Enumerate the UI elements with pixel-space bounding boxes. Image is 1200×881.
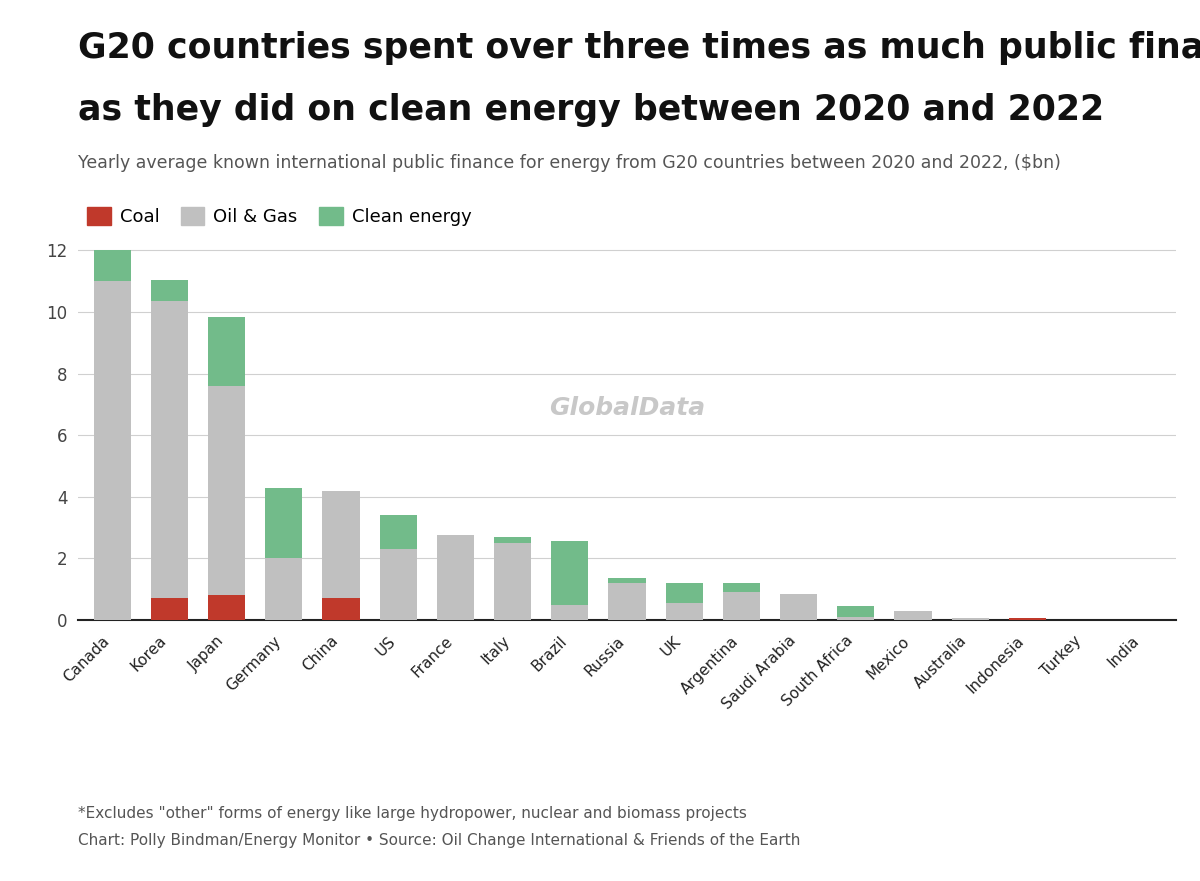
Bar bbox=[1009, 618, 1046, 620]
Legend: Coal, Oil & Gas, Clean energy: Coal, Oil & Gas, Clean energy bbox=[88, 207, 472, 226]
Bar bbox=[666, 603, 703, 620]
Bar bbox=[151, 279, 188, 301]
Bar bbox=[780, 594, 817, 620]
Bar bbox=[94, 250, 131, 281]
Bar bbox=[208, 386, 245, 596]
Bar bbox=[952, 618, 989, 620]
Bar bbox=[379, 515, 416, 549]
Bar bbox=[551, 604, 588, 620]
Bar bbox=[551, 542, 588, 604]
Bar bbox=[323, 491, 360, 598]
Bar bbox=[494, 543, 532, 620]
Bar bbox=[379, 549, 416, 620]
Bar bbox=[323, 598, 360, 620]
Bar bbox=[151, 301, 188, 598]
Bar bbox=[94, 281, 131, 620]
Text: Yearly average known international public finance for energy from G20 countries : Yearly average known international publi… bbox=[78, 154, 1061, 172]
Bar bbox=[838, 606, 875, 617]
Text: Chart: Polly Bindman/Energy Monitor • Source: Oil Change International & Friends: Chart: Polly Bindman/Energy Monitor • So… bbox=[78, 833, 800, 848]
Text: as they did on clean energy between 2020 and 2022: as they did on clean energy between 2020… bbox=[78, 93, 1104, 127]
Bar bbox=[894, 611, 931, 620]
Bar bbox=[722, 583, 760, 592]
Bar bbox=[208, 596, 245, 620]
Bar bbox=[666, 583, 703, 603]
Bar bbox=[265, 559, 302, 620]
Bar bbox=[265, 487, 302, 559]
Bar bbox=[838, 617, 875, 620]
Text: GlobalData: GlobalData bbox=[548, 396, 706, 420]
Bar bbox=[608, 583, 646, 620]
Bar bbox=[437, 536, 474, 620]
Bar bbox=[494, 537, 532, 543]
Bar bbox=[722, 592, 760, 620]
Bar bbox=[608, 579, 646, 583]
Bar bbox=[208, 316, 245, 386]
Text: *Excludes "other" forms of energy like large hydropower, nuclear and biomass pro: *Excludes "other" forms of energy like l… bbox=[78, 806, 746, 821]
Bar bbox=[151, 598, 188, 620]
Text: G20 countries spent over three times as much public finance on fossil fuels: G20 countries spent over three times as … bbox=[78, 31, 1200, 65]
